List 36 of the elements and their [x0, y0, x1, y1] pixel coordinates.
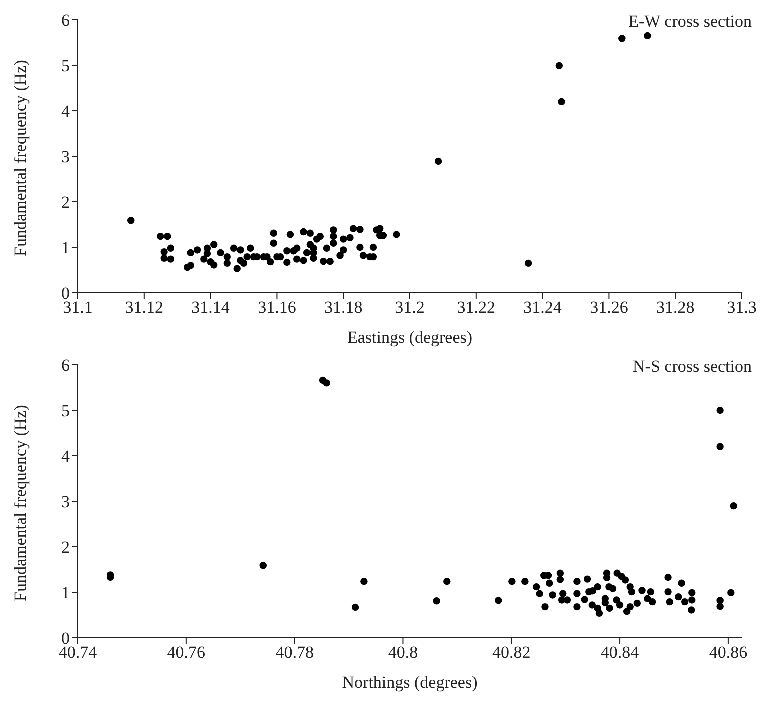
annotation: E-W cross section: [628, 12, 752, 32]
x-tick-label: 31.12: [125, 298, 164, 318]
y-tick-label: 6: [62, 356, 70, 376]
x-tick-label: 31.18: [324, 298, 363, 318]
x-tick-label: 31.2: [395, 298, 425, 318]
y-axis-title: Fundamental frequency (Hz): [11, 60, 30, 256]
y-tick-label: 3: [62, 492, 70, 512]
y-tick-label: 2: [62, 538, 70, 558]
x-tick-label: 40.84: [600, 643, 640, 662]
x-tick-label: 31.24: [524, 298, 562, 318]
y-tick-label: 1: [62, 584, 70, 603]
y-tick-label: 4: [62, 102, 70, 122]
x-axis-title: Eastings (degrees): [347, 328, 473, 348]
y-tick-label: 6: [62, 11, 70, 30]
x-tick-label: 40.82: [492, 643, 531, 662]
y-tick-label: 2: [62, 193, 70, 212]
x-tick-label: 31.14: [192, 298, 230, 318]
x-tick-label: 40.76: [167, 643, 206, 662]
y-tick-label: 3: [62, 148, 70, 167]
annotation: N-S cross section: [633, 357, 752, 377]
y-tick-label: 4: [62, 447, 70, 466]
x-tick-label: 31.26: [590, 298, 628, 318]
x-tick-label: 31.3: [727, 298, 757, 318]
x-tick-label: 40.78: [276, 643, 314, 662]
x-tick-label: 31.22: [457, 298, 496, 318]
x-tick-label: 40.8: [388, 643, 418, 662]
y-tick-label: 5: [62, 56, 70, 76]
x-tick-label: 40.74: [58, 643, 98, 662]
y-tick-label: 5: [62, 402, 70, 421]
x-tick-label: 40.86: [709, 643, 748, 662]
x-tick-label: 31.28: [656, 298, 695, 318]
x-axis-title: Northings (degrees): [342, 673, 478, 692]
y-tick-label: 1: [62, 238, 70, 258]
y-axis-title: Fundamental frequency (Hz): [11, 405, 30, 602]
x-tick-label: 31.1: [63, 298, 93, 318]
x-tick-label: 31.16: [258, 298, 296, 318]
